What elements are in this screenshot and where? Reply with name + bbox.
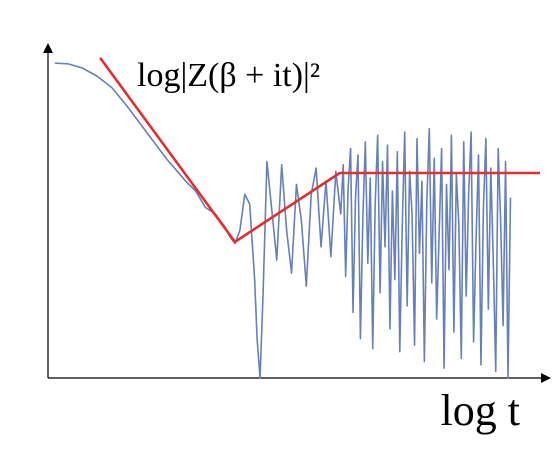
series-line [54, 62, 512, 379]
series-line [99, 57, 540, 244]
annotation: log|Z(β + it)|² [137, 57, 320, 94]
x-axis-label: log t [441, 386, 520, 435]
